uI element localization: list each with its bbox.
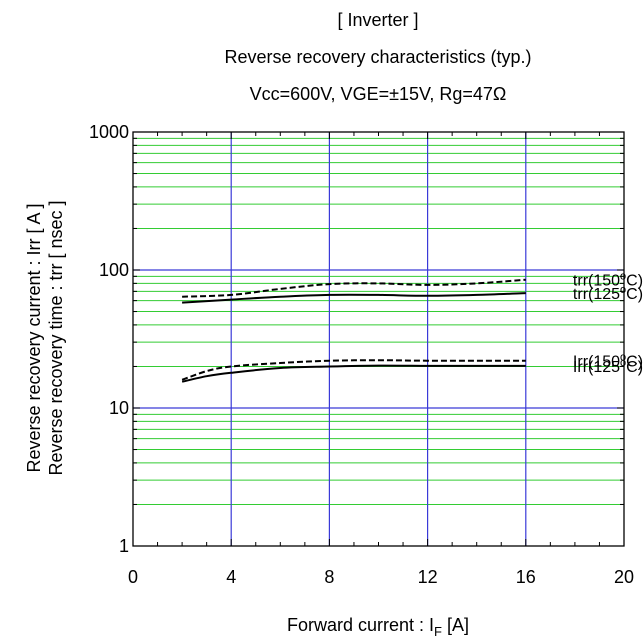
x-tick-label: 8 bbox=[324, 567, 334, 587]
y-tick-label: 1000 bbox=[89, 122, 129, 142]
x-tick-label: 4 bbox=[226, 567, 236, 587]
x-tick-label: 20 bbox=[614, 567, 634, 587]
series-layer bbox=[181, 278, 526, 383]
x-axis-label-sub: F bbox=[434, 624, 442, 639]
series-label-trr-150-c: trr(150oC) bbox=[573, 271, 643, 290]
y-tick-label: 100 bbox=[99, 260, 129, 280]
series-line-irr-125-c bbox=[181, 364, 526, 383]
series-label-irr-150-c: Irr(150oC) bbox=[573, 352, 643, 371]
x-axis-label: Forward current : IF [A] bbox=[287, 615, 469, 639]
ticks bbox=[132, 131, 625, 547]
x-tick-label: 16 bbox=[516, 567, 536, 587]
y-axis-label-time: Reverse recovery time : trr [ nsec ] bbox=[46, 200, 66, 475]
series-line-trr-125-c bbox=[182, 292, 526, 304]
x-axis-label-main: Forward current : I bbox=[287, 615, 434, 635]
x-tick-label: 0 bbox=[128, 567, 138, 587]
x-tick-label: 12 bbox=[418, 567, 438, 587]
y-axis-label-current: Reverse recovery current : Irr [ A ] bbox=[24, 203, 44, 472]
series-line-trr-150-c bbox=[182, 278, 526, 298]
plot-frame bbox=[132, 131, 625, 547]
series-line-irr-150-c bbox=[181, 359, 526, 381]
series-label-trr-125-c: trr(125oC) bbox=[573, 284, 643, 303]
series-label-irr-125-c: Irr(125oC) bbox=[573, 357, 643, 376]
title-line-3: Vcc=600V, VGE=±15V, Rg=47Ω bbox=[250, 84, 507, 104]
series-labels: trr(150oC)trr(125oC) Irr(150oC)Irr(125oC) bbox=[573, 271, 643, 376]
x-axis-label-unit: [A] bbox=[442, 615, 469, 635]
tick-labels: 0 4 8 12 16 20 1 10 100 1000 bbox=[89, 122, 634, 587]
title-line-1: [ Inverter ] bbox=[337, 10, 418, 30]
grid bbox=[132, 131, 625, 547]
title-line-2: Reverse recovery characteristics (typ.) bbox=[224, 47, 531, 67]
y-tick-label: 10 bbox=[109, 398, 129, 418]
y-tick-label: 1 bbox=[119, 536, 129, 556]
